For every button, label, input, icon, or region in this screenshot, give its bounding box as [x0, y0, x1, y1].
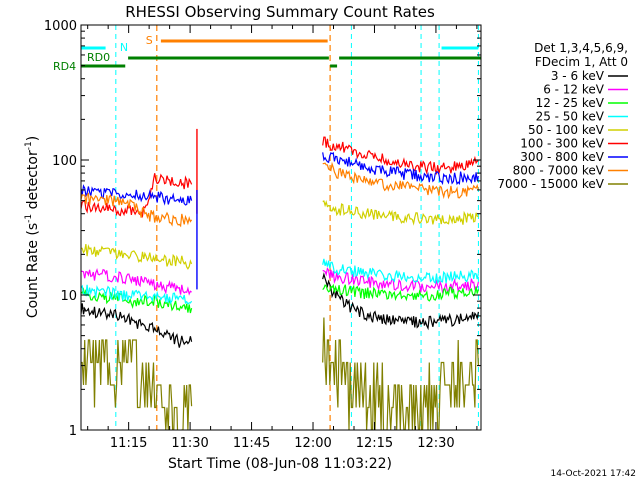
series-3-6-kev [81, 272, 479, 348]
x-tick-label: 11:45 [233, 436, 270, 451]
x-tick-label: 11:15 [110, 436, 147, 451]
series-segment [81, 173, 193, 219]
legend-label: 7000 - 15000 keV [497, 177, 604, 191]
series-segment [81, 243, 193, 270]
y-tick-label: 10 [60, 289, 77, 304]
timestamp: 14-Oct-2021 17:42 [551, 469, 636, 479]
series-50-100-kev [81, 200, 479, 270]
axes: N S RD0 RD4 11:15 11:30 11:45 12:00 12:15 12:30 1 1… [44, 19, 482, 451]
legend-label: 3 - 6 keV [551, 69, 605, 83]
flag-label-n: N [120, 41, 128, 54]
axis-frame [80, 24, 482, 431]
legend-label: 300 - 800 keV [520, 150, 604, 164]
series-segment [81, 184, 193, 206]
series-100-300-kev [81, 136, 479, 219]
series-segment [322, 266, 479, 294]
y-axis-label: Count Rate (s-1 detector-1) [24, 136, 41, 318]
series-segment [81, 287, 193, 314]
series-segment [81, 192, 193, 228]
y-tick-label: 1 [69, 424, 77, 439]
series-segment [322, 136, 479, 176]
legend-label: 800 - 7000 keV [513, 164, 605, 178]
series-25-50-kev [81, 258, 479, 305]
series-segment [322, 272, 479, 331]
series-segment [81, 284, 193, 305]
legend-label: 12 - 25 keV [536, 96, 605, 110]
series-segment [322, 317, 479, 430]
legend-label: 6 - 12 keV [543, 83, 605, 97]
series-segment [322, 151, 479, 186]
series-segment [81, 268, 192, 296]
flag-label-rd0: RD0 [87, 51, 110, 64]
x-tick-label: 12:15 [356, 436, 393, 451]
series-segment [81, 339, 193, 430]
series-segment [322, 283, 479, 302]
series-300-800-kev [81, 151, 479, 206]
series-800-7000-kev [81, 161, 479, 228]
flag-label-s: S [146, 34, 153, 47]
legend-label: 100 - 300 keV [520, 137, 604, 151]
chart-title: RHESSI Observing Summary Count Rates [125, 3, 435, 21]
x-tick-label: 12:30 [417, 436, 454, 451]
legend: Det 1,3,4,5,6,9, FDecim 1, Att 0 3 - 6 k… [497, 41, 628, 191]
series-segment [322, 200, 479, 226]
x-tick-label: 11:30 [171, 436, 208, 451]
flag-label-rd4: RD4 [53, 60, 76, 73]
legend-header-line1: Det 1,3,4,5,6,9, [534, 41, 628, 55]
series-segment [322, 258, 479, 284]
series-6-12-kev [81, 266, 479, 296]
x-tick-label: 12:00 [294, 436, 331, 451]
plot-area [81, 25, 481, 430]
series-12-25-kev [81, 283, 479, 314]
legend-label: 25 - 50 keV [536, 110, 605, 124]
legend-header-line2: FDecim 1, Att 0 [535, 55, 628, 69]
y-tick-label: 100 [52, 154, 77, 169]
y-tick-label: 1000 [44, 19, 77, 34]
series-segment [322, 161, 479, 200]
x-axis-label: Start Time (08-Jun-08 11:03:22) [168, 456, 392, 472]
series-7000-15000-kev [81, 317, 479, 430]
legend-label: 50 - 100 keV [528, 123, 605, 137]
series-segment [81, 303, 193, 348]
